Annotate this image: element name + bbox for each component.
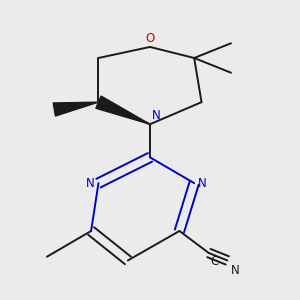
Text: C: C xyxy=(211,255,219,268)
Text: O: O xyxy=(146,32,154,45)
Text: N: N xyxy=(231,264,240,277)
Text: N: N xyxy=(198,177,207,190)
Polygon shape xyxy=(96,96,150,124)
Text: N: N xyxy=(152,110,161,122)
Text: N: N xyxy=(86,177,95,190)
Polygon shape xyxy=(53,102,98,116)
